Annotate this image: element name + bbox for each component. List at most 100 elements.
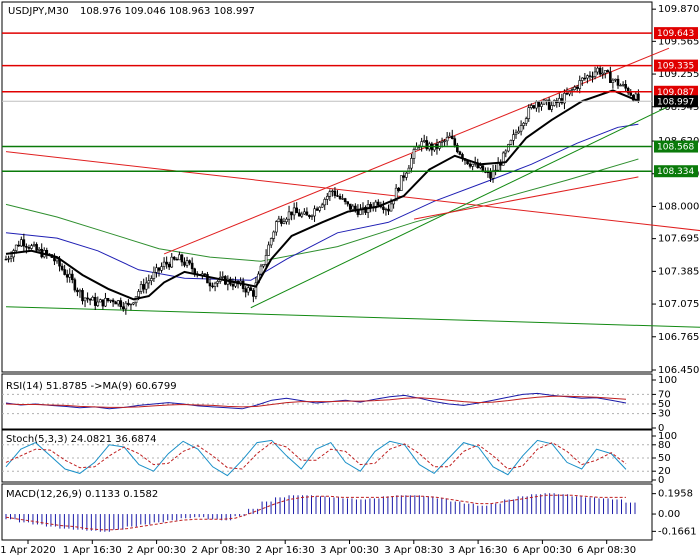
candle-body xyxy=(445,136,449,142)
candle-body xyxy=(575,86,579,89)
candle-body xyxy=(489,172,492,179)
candle-body xyxy=(527,107,531,119)
candle-body xyxy=(598,67,602,75)
rsi-panel-frame xyxy=(1,373,653,431)
candle-body xyxy=(591,76,594,78)
candle-body xyxy=(180,254,184,263)
candle-body xyxy=(282,221,286,224)
candle-body xyxy=(231,283,235,287)
candle-body xyxy=(522,122,525,126)
candle-body xyxy=(624,84,627,89)
candle-body xyxy=(471,163,474,167)
candle-body xyxy=(280,218,283,224)
osc-ytick-label: 50 xyxy=(658,399,671,410)
candle-body xyxy=(550,105,554,110)
price-ytick-label: 107.385 xyxy=(658,266,699,277)
candle-body xyxy=(397,187,401,191)
candle-body xyxy=(68,273,72,278)
rsi-ma-line xyxy=(5,395,627,408)
candle-body xyxy=(343,198,347,202)
candle-body xyxy=(578,80,582,89)
candle-body xyxy=(453,138,457,146)
candle-body xyxy=(287,211,291,220)
xtick-label: 3 Apr 08:30 xyxy=(384,545,443,556)
candle-body xyxy=(552,100,556,106)
candle-body xyxy=(313,208,316,217)
stoch-header: Stoch(5,3,3) 24.0821 36.6874 xyxy=(6,434,157,445)
candle-body xyxy=(382,206,385,210)
candle-body xyxy=(139,284,143,292)
candle-body xyxy=(160,266,163,271)
candle-body xyxy=(9,256,13,259)
candle-body xyxy=(157,267,161,271)
candle-body xyxy=(560,98,564,104)
candle-body xyxy=(501,152,505,166)
level-price-label: 109.087 xyxy=(657,88,694,98)
candle-body xyxy=(606,70,610,73)
candle-body xyxy=(285,218,288,223)
candle-body xyxy=(619,84,622,87)
candle-body xyxy=(162,261,166,267)
osc-ytick-label: 80 xyxy=(658,440,671,451)
candle-body xyxy=(389,203,393,212)
candle-body xyxy=(106,297,110,302)
candle-body xyxy=(78,290,82,293)
trendline xyxy=(5,151,700,232)
candle-body xyxy=(264,255,268,265)
candle-body xyxy=(190,262,194,270)
level-price-box xyxy=(654,27,698,40)
candle-body xyxy=(563,93,566,104)
candle-body xyxy=(609,71,612,83)
candle-body xyxy=(542,99,546,105)
candle-body xyxy=(496,163,500,171)
candle-body xyxy=(593,71,597,77)
candle-body xyxy=(333,190,337,196)
candle-body xyxy=(300,213,304,217)
level-price-box xyxy=(654,59,698,72)
price-ytick-label: 109.870 xyxy=(658,4,699,15)
candle-body xyxy=(399,175,403,191)
xtick-label: 2 Apr 00:30 xyxy=(127,545,186,556)
candle-body xyxy=(290,211,293,216)
candle-body xyxy=(216,281,219,284)
candle-body xyxy=(55,258,59,262)
candle-body xyxy=(91,297,94,301)
ma-slow-line xyxy=(5,158,639,262)
candle-body xyxy=(626,87,630,94)
candle-body xyxy=(310,215,314,218)
xtick-label: 2 Apr 08:30 xyxy=(191,545,250,556)
candle-body xyxy=(588,75,592,77)
osc-ytick-label: 0 xyxy=(658,423,664,434)
candle-body xyxy=(292,207,296,216)
candle-body xyxy=(422,140,426,142)
price-ytick-label: 106.765 xyxy=(658,332,699,343)
osc-ytick-label: 100 xyxy=(658,431,677,442)
candle-body xyxy=(443,140,446,142)
candle-body xyxy=(346,201,350,205)
candle-body xyxy=(104,297,107,307)
candle-body xyxy=(514,132,518,135)
candle-body xyxy=(137,291,140,297)
candle-body xyxy=(234,280,237,287)
trendline xyxy=(250,105,670,309)
candle-body xyxy=(512,134,515,141)
candle-body xyxy=(19,239,23,247)
candle-body xyxy=(601,72,605,75)
candle-body xyxy=(387,208,390,212)
candle-body xyxy=(262,263,265,267)
candle-body xyxy=(305,211,309,216)
xtick-label: 1 Apr 2020 xyxy=(0,545,55,556)
candle-body xyxy=(32,244,36,246)
candle-body xyxy=(297,212,301,217)
candle-body xyxy=(509,140,513,145)
osc-ytick-label: 100 xyxy=(658,375,677,386)
candle-body xyxy=(53,257,56,262)
candle-body xyxy=(410,158,413,169)
candle-body xyxy=(267,244,270,256)
candle-body xyxy=(425,140,429,150)
candle-body xyxy=(318,206,321,211)
candle-body xyxy=(99,299,102,303)
candle-body xyxy=(440,140,444,143)
candle-body xyxy=(259,265,263,275)
